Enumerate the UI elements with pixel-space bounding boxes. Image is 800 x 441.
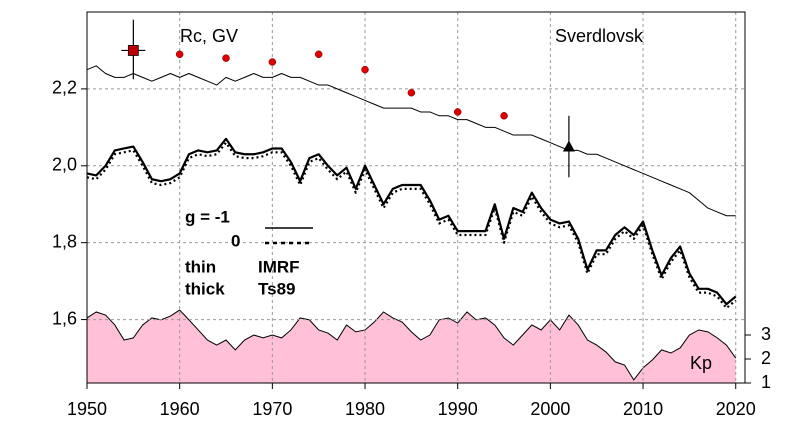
legend-label: IMRF	[258, 257, 300, 276]
dot	[175, 50, 184, 59]
dot	[500, 112, 508, 120]
dot	[361, 65, 369, 74]
legend-label: 0	[231, 231, 240, 250]
y-tick-label: 2,0	[52, 155, 77, 175]
legend-label: Ts89	[258, 279, 296, 298]
x-tick-label: 2000	[530, 399, 570, 419]
y-tick-label: 1,8	[52, 231, 77, 251]
marker	[562, 140, 575, 152]
dot	[314, 50, 323, 59]
legend-label: thick	[185, 279, 225, 298]
line	[86, 65, 736, 217]
x-tick-label: 1970	[252, 399, 292, 419]
dot	[407, 88, 416, 97]
y2-tick-label: 2	[761, 348, 771, 368]
dot	[222, 54, 230, 62]
y-tick-label: 1,6	[52, 308, 77, 328]
station-label: Sverdlovsk	[555, 26, 644, 46]
kp-line	[86, 309, 737, 381]
dot	[268, 58, 277, 66]
y-tick-label: 2,2	[52, 78, 77, 98]
line	[86, 141, 737, 310]
kp-area	[87, 310, 736, 383]
line	[86, 137, 737, 306]
legend-label: g = -1	[185, 207, 230, 226]
x-tick-label: 1960	[160, 399, 200, 419]
x-tick-label: 1950	[67, 399, 107, 419]
marker	[127, 45, 139, 56]
dot	[453, 108, 462, 116]
x-tick-label: 2020	[716, 399, 756, 419]
y2-tick-label: 1	[761, 372, 771, 392]
x-tick-label: 2010	[623, 399, 663, 419]
y-axis-label: Rc, GV	[180, 26, 238, 46]
y2-tick-label: 3	[761, 324, 771, 344]
plot-frame	[86, 11, 746, 384]
x-tick-label: 1990	[438, 399, 478, 419]
legend: g = -1 0 thin IMRF thick Ts89	[185, 207, 313, 298]
legend-label: thin	[185, 257, 216, 276]
plot: 1950 1960 1970 1980 1990 2000 2010 2020 1,6 1,8 2,…	[52, 11, 771, 419]
y2-axis-label: Kp	[690, 353, 712, 373]
x-tick-label: 1980	[345, 399, 385, 419]
